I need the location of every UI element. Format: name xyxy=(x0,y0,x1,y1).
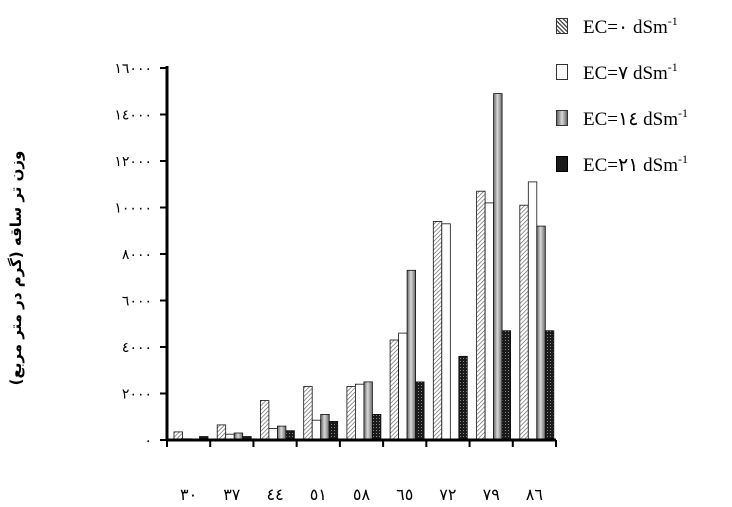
x-tick-label-3: ٥١ xyxy=(310,485,327,504)
bar-0-5 xyxy=(389,339,400,441)
legend-sup-ec0: -1 xyxy=(667,14,678,28)
bar-1-2 xyxy=(268,427,278,441)
y-tick-label-4: ۸۰۰۰ xyxy=(122,247,152,263)
legend: EC=۰ dSm-1 EC=۷ dSm-1 EC=۱٤ dSm-1 EC=۲۱ … xyxy=(556,14,732,198)
bar-0-1 xyxy=(216,424,227,441)
legend-sup-ec14: -1 xyxy=(678,106,689,120)
bar-0-7 xyxy=(476,190,486,441)
y-tick-label-1: ۲۰۰۰ xyxy=(122,387,152,403)
bar-0-2 xyxy=(259,400,270,441)
x-tick-label-8: ۸٦ xyxy=(526,485,543,504)
bar-1-3 xyxy=(311,419,322,441)
bar-3-4 xyxy=(371,413,382,441)
bar-2-3 xyxy=(320,413,330,441)
bar-2-7 xyxy=(493,93,503,441)
bar-3-5 xyxy=(415,381,425,441)
bar-0-3 xyxy=(303,386,313,441)
legend-item-ec7: EC=۷ dSm-1 xyxy=(556,60,732,106)
legend-label-ec7: EC=۷ dSm xyxy=(583,63,668,84)
legend-swatch-hatch xyxy=(556,18,568,34)
legend-item-ec0: EC=۰ dSm-1 xyxy=(556,14,732,60)
x-tick-label-4: ٥۸ xyxy=(353,485,371,504)
x-tick-label-5: ٦٥ xyxy=(396,485,413,504)
legend-swatch-gray xyxy=(556,110,568,126)
bar-3-7 xyxy=(501,330,512,441)
bar-1-8 xyxy=(527,181,538,441)
legend-sup-ec7: -1 xyxy=(667,60,678,74)
bar-0-6 xyxy=(432,220,443,441)
bar-2-2 xyxy=(276,425,287,441)
legend-item-ec14: EC=۱٤ dSm-1 xyxy=(556,106,732,152)
bar-1-4 xyxy=(354,383,365,441)
legend-sup-ec21: -1 xyxy=(678,152,688,166)
bar-2-5 xyxy=(406,269,417,441)
bar-3-6 xyxy=(458,355,468,441)
legend-label-ec0: EC=۰ dSm xyxy=(583,17,668,38)
legend-swatch-dark xyxy=(556,156,568,172)
x-tick-label-0: ۳۰ xyxy=(180,485,197,504)
legend-label-ec21: EC=۲۱ dSm xyxy=(583,155,678,176)
bar-1-5 xyxy=(398,332,408,441)
x-tick-label-1: ۳۷ xyxy=(223,485,241,504)
bar-0-8 xyxy=(519,204,529,441)
bar-2-4 xyxy=(363,381,373,441)
bar-2-8 xyxy=(536,225,546,441)
x-tick-label-2: ٤٤ xyxy=(267,485,284,504)
y-tick-label-7: ۱٤۰۰۰ xyxy=(114,108,152,124)
y-tick-label-8: ۱٦۰۰۰ xyxy=(114,61,152,77)
y-tick-label-0: ۰ xyxy=(144,433,152,449)
y-tick-label-6: ۱۲۰۰۰ xyxy=(114,154,152,170)
y-tick-label-5: ۱۰۰۰۰ xyxy=(114,201,152,217)
legend-item-ec21: EC=۲۱ dSm-1 xyxy=(556,152,732,198)
legend-label-ec14: EC=۱٤ dSm xyxy=(583,109,679,130)
bar-1-6 xyxy=(441,223,451,441)
y-axis-label: وزن تر ساقه (گرم در متر مربع) xyxy=(7,150,25,386)
bar-0-4 xyxy=(346,386,356,441)
bar-1-7 xyxy=(484,202,495,441)
x-tick-label-7: ۷۹ xyxy=(483,485,500,504)
y-tick-label-2: ٤۰۰۰ xyxy=(122,340,152,356)
legend-swatch-white xyxy=(556,64,568,80)
y-tick-label-3: ٦۰۰۰ xyxy=(122,294,152,310)
bar-3-8 xyxy=(544,330,555,441)
bar-3-3 xyxy=(328,420,339,441)
x-tick-label-6: ۷۲ xyxy=(439,485,456,504)
